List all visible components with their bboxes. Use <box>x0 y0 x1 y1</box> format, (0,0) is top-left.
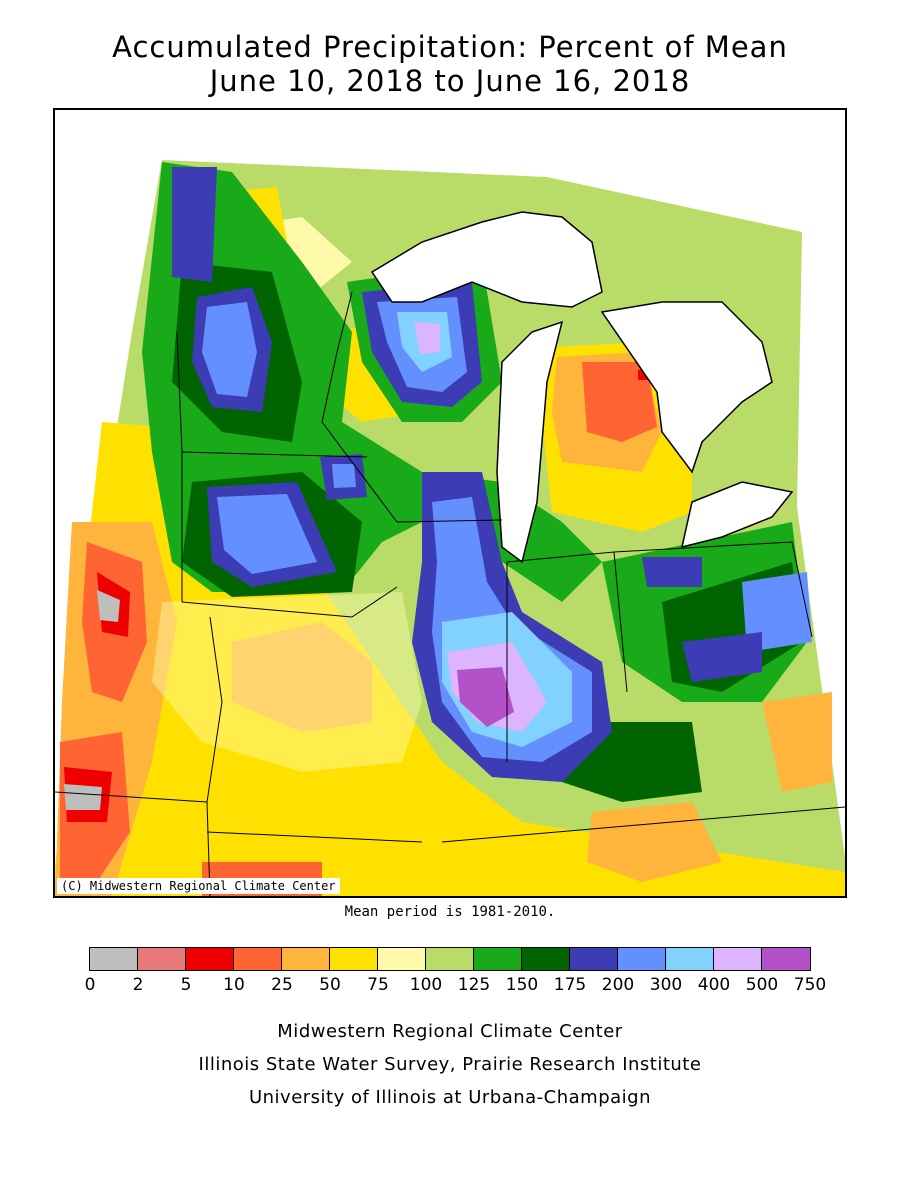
region-mn-north-blue <box>172 167 217 282</box>
legend-tick-label: 500 <box>745 975 779 995</box>
region-wi-lavender <box>414 322 440 354</box>
legend-tick-label: 300 <box>649 975 683 995</box>
region-ohio-orange <box>762 692 832 792</box>
lake-superior <box>370 211 603 308</box>
region-mn-wi-border-light-blue <box>332 464 356 488</box>
legend-swatch <box>138 948 186 970</box>
legend-color-bar <box>89 947 811 971</box>
footer-survey: Illinois State Water Survey, Prairie Res… <box>198 1054 702 1075</box>
footer-university: University of Illinois at Urbana-Champai… <box>248 1087 652 1108</box>
legend-tick-label: 150 <box>505 975 539 995</box>
lake-michigan <box>496 320 564 564</box>
legend-tick-label: 125 <box>457 975 491 995</box>
region-illinois-violet <box>457 667 514 727</box>
legend-tick-label: 5 <box>180 975 192 995</box>
legend-tick-label: 750 <box>793 975 827 995</box>
legend-swatch <box>666 948 714 970</box>
lake-erie <box>681 481 794 549</box>
legend-tick-label: 200 <box>601 975 635 995</box>
legend-swatch <box>186 948 234 970</box>
legend-swatch <box>426 948 474 970</box>
region-michigan-red-orange <box>582 362 657 442</box>
legend-swatch <box>570 948 618 970</box>
state-borders <box>55 291 845 896</box>
region-ia-light-blue <box>217 494 317 574</box>
legend-swatch <box>714 948 762 970</box>
legend-swatch <box>378 948 426 970</box>
map-date-range: June 10, 2018 to June 16, 2018 <box>209 64 691 98</box>
legend-swatch <box>330 948 378 970</box>
legend-tick-label: 100 <box>409 975 443 995</box>
region-west-gray-1 <box>97 590 120 622</box>
region-ohio-blue <box>682 632 762 682</box>
legend-tick-labels: 0 2 5 10 25 50 75 100 125 150 175 200 300 400 500 750 <box>0 975 900 999</box>
mean-period-note: Mean period is 1981-2010. <box>344 904 556 920</box>
region-southwest-gray <box>64 784 102 810</box>
legend-tick-label: 400 <box>697 975 731 995</box>
region-central-pale <box>152 592 422 772</box>
region-missouri-orange <box>232 622 372 732</box>
legend-tick-label: 75 <box>367 975 389 995</box>
legend-tick-label: 10 <box>223 975 245 995</box>
footer-organization: Midwestern Regional Climate Center <box>277 1021 623 1042</box>
map-canvas <box>55 110 845 896</box>
region-lake-erie-blue <box>642 557 702 587</box>
legend-swatch <box>90 948 138 970</box>
legend-tick-label: 2 <box>132 975 144 995</box>
region-mn-light-blue <box>202 302 257 397</box>
legend-swatch <box>282 948 330 970</box>
legend-swatch <box>762 948 810 970</box>
legend-tick-label: 50 <box>319 975 341 995</box>
map-title: Accumulated Precipitation: Percent of Me… <box>112 30 788 64</box>
legend-tick-label: 175 <box>553 975 587 995</box>
legend-tick-label: 0 <box>84 975 96 995</box>
legend-swatch <box>618 948 666 970</box>
legend-swatch <box>234 948 282 970</box>
region-ohio-light-blue <box>742 572 812 652</box>
region-kentucky-orange <box>587 802 722 882</box>
legend-tick-label: 25 <box>271 975 293 995</box>
precipitation-map: (C) Midwestern Regional Climate Center <box>53 108 847 898</box>
map-credit-label: (C) Midwestern Regional Climate Center <box>57 878 340 894</box>
legend-swatch <box>522 948 570 970</box>
legend-swatch <box>474 948 522 970</box>
lake-huron <box>600 301 773 474</box>
